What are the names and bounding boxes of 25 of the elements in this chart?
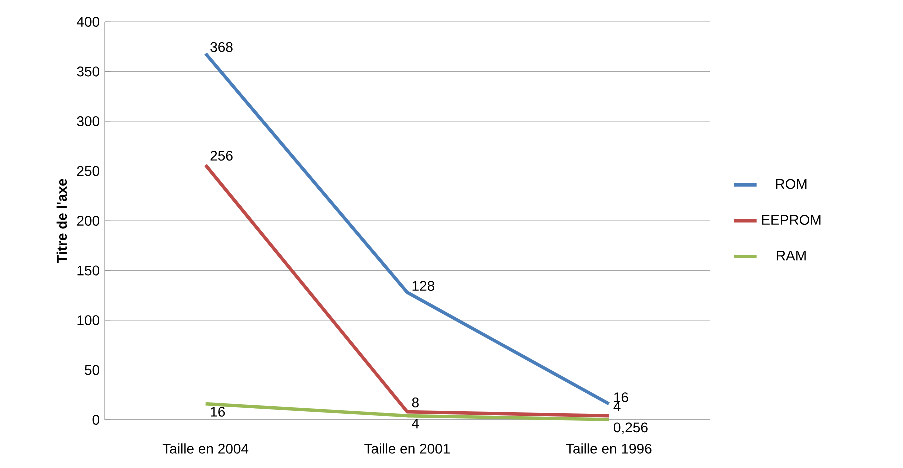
data-label: 8 bbox=[412, 398, 419, 408]
x-tick-label: Taille en 2001 bbox=[364, 444, 450, 454]
y-tick-label: 0 bbox=[92, 415, 100, 425]
legend-label: RAM bbox=[777, 251, 806, 261]
legend-label: ROM bbox=[776, 179, 807, 190]
data-label: 16 bbox=[614, 392, 628, 402]
y-tick-label: 250 bbox=[77, 166, 100, 176]
y-tick-label: 50 bbox=[85, 365, 100, 376]
y-tick-label: 400 bbox=[77, 17, 100, 27]
x-tick-label: Taille en 2004 bbox=[162, 444, 249, 454]
data-label: 4 bbox=[614, 402, 621, 412]
legend-label: EEPROM bbox=[762, 215, 821, 226]
data-label: 368 bbox=[210, 42, 233, 52]
y-tick-label: 200 bbox=[77, 216, 100, 226]
data-label: 16 bbox=[211, 407, 226, 417]
y-axis-title: Titre de l'axe bbox=[56, 179, 68, 264]
y-tick-label: 150 bbox=[78, 266, 100, 276]
data-label: 4 bbox=[412, 418, 420, 429]
data-label: 256 bbox=[210, 151, 233, 161]
y-tick-label: 100 bbox=[78, 316, 100, 326]
data-label: 0,256 bbox=[614, 422, 648, 434]
x-tick-label: Taille en 1996 bbox=[566, 444, 652, 454]
y-tick-label: 350 bbox=[77, 66, 100, 77]
y-tick-label: 300 bbox=[77, 116, 100, 126]
data-label: 128 bbox=[412, 281, 435, 292]
